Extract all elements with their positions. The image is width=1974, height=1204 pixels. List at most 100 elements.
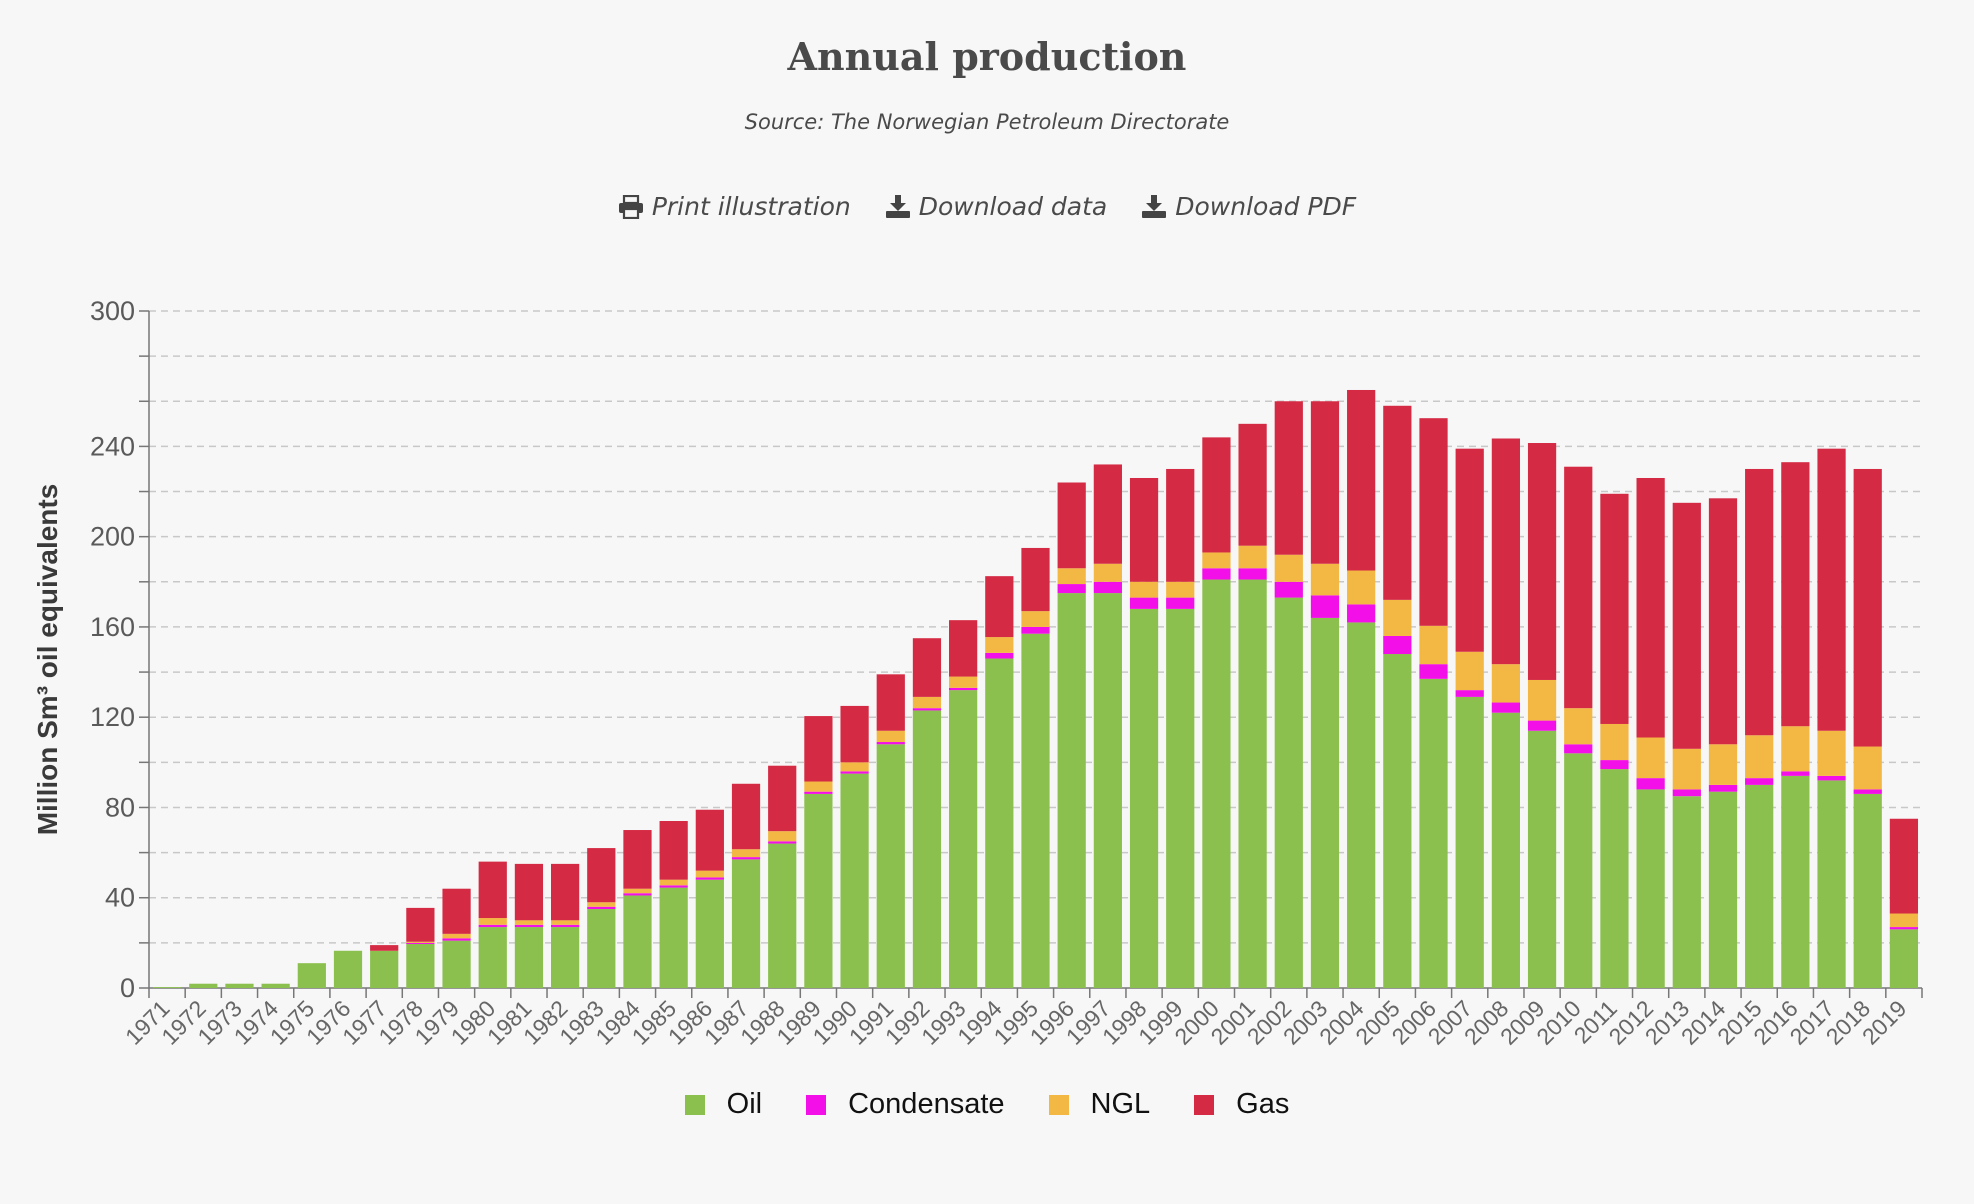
bar-ngl-2006 [1419, 625, 1448, 665]
bar-condensate-2015 [1745, 778, 1774, 785]
bar-gas-1982 [551, 863, 580, 921]
chart-subtitle: Source: The Norwegian Petroleum Director… [744, 110, 1230, 134]
download-pdf-label: Download PDF [1175, 192, 1357, 221]
bar-gas-2009 [1527, 443, 1557, 680]
legend-label-gas: Gas [1236, 1088, 1290, 1120]
bar-gas-2006 [1419, 418, 1448, 626]
download-pdf-button[interactable]: Download PDF [1141, 192, 1356, 221]
bar-condensate-2016 [1781, 771, 1810, 776]
bar-oil-2019 [1889, 929, 1919, 988]
download-data-button[interactable]: Download data [885, 192, 1108, 221]
bar-gas-1986 [695, 809, 724, 871]
bar-ngl-2015 [1745, 735, 1774, 779]
bar-oil-2018 [1853, 793, 1882, 988]
legend-swatch-oil [684, 1094, 705, 1115]
bar-oil-2008 [1491, 712, 1520, 988]
legend-item-condensate[interactable]: Condensate [806, 1088, 1005, 1121]
bar-condensate-1978 [406, 942, 435, 944]
bar-condensate-1985 [659, 885, 688, 888]
bar-ngl-2012 [1636, 737, 1665, 779]
bar-ngl-1981 [514, 920, 544, 925]
bar-gas-1989 [804, 716, 833, 782]
bar-ngl-1995 [1021, 611, 1050, 627]
bar-oil-2000 [1202, 579, 1231, 988]
bar-oil-1996 [1057, 593, 1086, 988]
bar-gas-2008 [1491, 438, 1520, 665]
bar-oil-1991 [876, 744, 905, 988]
bar-oil-2013 [1672, 796, 1701, 988]
bar-ngl-2010 [1564, 708, 1593, 745]
bar-oil-1990 [840, 773, 869, 988]
print-illustration-button[interactable]: Print illustration [618, 192, 851, 221]
chart-actions: Print illustration Download data Downloa… [0, 192, 1974, 221]
y-tick-label: 160 [90, 612, 135, 642]
y-tick-label: 200 [90, 522, 135, 552]
bar-condensate-1984 [623, 893, 652, 896]
bar-condensate-2014 [1708, 784, 1738, 792]
bar-gas-1993 [949, 620, 978, 677]
y-axis-label: Million Sm³ oil equivalents [32, 484, 63, 836]
bar-oil-2010 [1564, 753, 1593, 988]
bar-condensate-1989 [804, 791, 833, 794]
legend-label-oil: Oil [726, 1088, 763, 1120]
bar-ngl-1980 [478, 918, 507, 925]
bar-condensate-2013 [1672, 789, 1701, 797]
bar-condensate-2011 [1600, 760, 1629, 770]
bar-oil-1976 [333, 950, 363, 988]
bar-oil-2014 [1708, 791, 1738, 988]
bar-oil-1986 [695, 879, 724, 988]
bar-oil-1985 [659, 887, 688, 988]
bar-oil-1980 [478, 927, 507, 988]
bar-ngl-1994 [985, 637, 1014, 653]
legend-item-gas[interactable]: Gas [1194, 1088, 1289, 1121]
bar-gas-2001 [1238, 423, 1267, 546]
bar-oil-2012 [1636, 789, 1665, 988]
bar-oil-1978 [406, 943, 435, 988]
bar-oil-2005 [1383, 654, 1412, 988]
bar-ngl-2007 [1455, 651, 1484, 691]
bar-oil-2006 [1419, 678, 1448, 988]
stacked-bar-chart: 0 40 80 120 160 200 240 300 Million Sm³ oil equi… [32, 296, 1923, 1050]
bar-gas-2013 [1672, 502, 1701, 749]
y-tick-label: 0 [120, 973, 135, 1003]
bar-condensate-1981 [514, 924, 544, 928]
bar-condensate-1980 [478, 924, 507, 928]
y-tick-label: 240 [90, 431, 135, 461]
bar-gas-1979 [442, 888, 471, 934]
bar-gas-2016 [1781, 462, 1810, 727]
bar-gas-1985 [659, 821, 688, 880]
bar-oil-2002 [1274, 597, 1303, 988]
bar-ngl-2016 [1781, 726, 1810, 772]
bar-gas-2017 [1817, 448, 1846, 731]
chart-legend: Oil Condensate NGL Gas [0, 1088, 1974, 1121]
bar-gas-2003 [1310, 401, 1340, 564]
bar-oil-2007 [1455, 696, 1484, 988]
bar-ngl-2018 [1853, 746, 1882, 790]
bar-condensate-2010 [1564, 744, 1593, 754]
y-tick-label: 80 [105, 792, 135, 822]
bar-ngl-1993 [949, 676, 978, 688]
bar-oil-1984 [623, 895, 652, 988]
bar-condensate-1982 [551, 924, 580, 928]
bar-oil-1972 [189, 983, 218, 988]
bar-ngl-1989 [804, 781, 833, 792]
bar-oil-1974 [261, 983, 290, 988]
bar-ngl-2000 [1202, 552, 1231, 569]
bar-oil-1995 [1021, 633, 1050, 988]
legend-item-oil[interactable]: Oil [684, 1088, 763, 1121]
bar-gas-1995 [1021, 547, 1050, 612]
legend-item-ngl[interactable]: NGL [1048, 1088, 1151, 1121]
bar-condensate-1983 [587, 906, 616, 910]
bar-oil-1989 [804, 793, 833, 988]
bar-condensate-1988 [768, 841, 797, 844]
bar-ngl-2017 [1817, 730, 1846, 776]
bar-ngl-2005 [1383, 599, 1412, 636]
bar-condensate-1986 [695, 877, 724, 880]
y-tick-label: 120 [90, 702, 135, 732]
legend-label-ngl: NGL [1090, 1088, 1151, 1120]
bar-condensate-2003 [1310, 595, 1340, 618]
bar-ngl-2003 [1310, 563, 1340, 596]
download-data-label: Download data [918, 192, 1108, 221]
bar-gas-1991 [876, 674, 905, 731]
bar-condensate-2018 [1853, 789, 1882, 794]
